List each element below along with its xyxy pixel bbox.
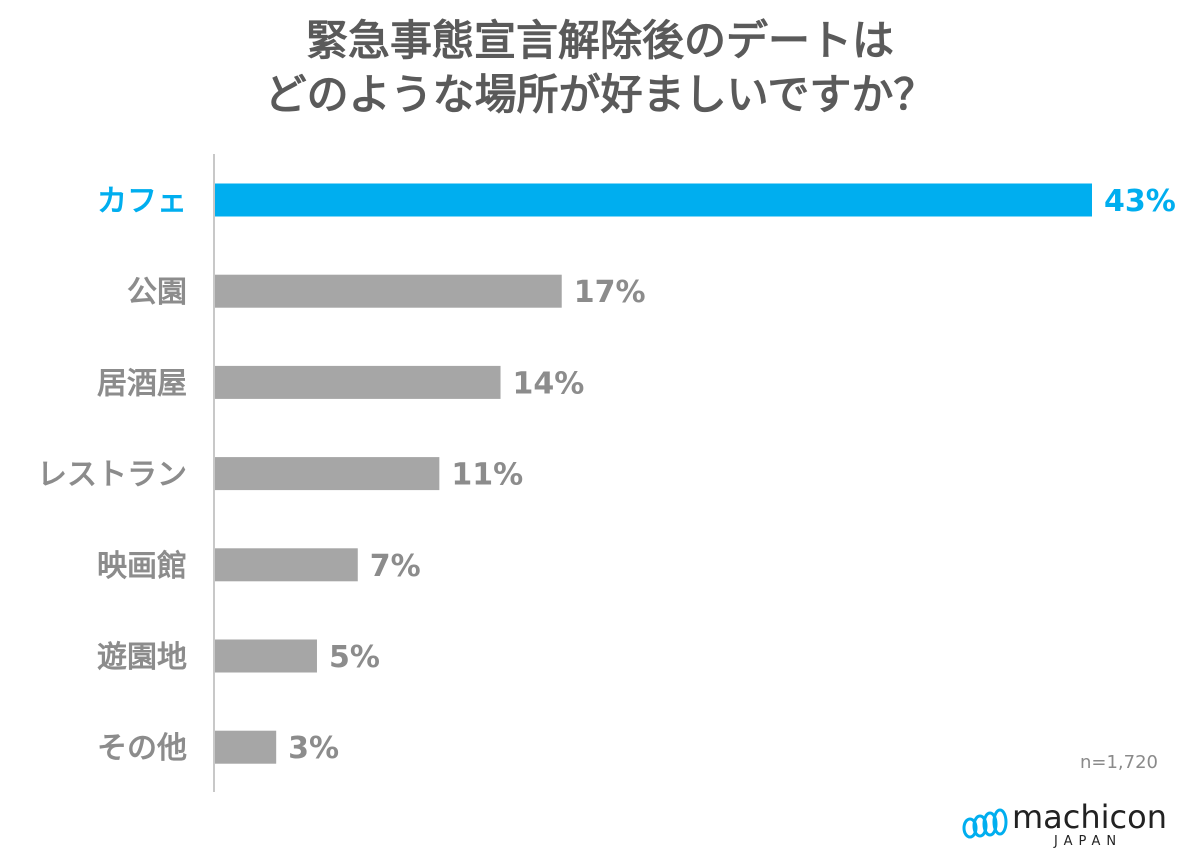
category-label-0: カフェ <box>97 184 187 219</box>
bar-4 <box>215 548 358 582</box>
value-label-1: 17% <box>574 275 646 310</box>
bar-6 <box>215 730 277 764</box>
category-label-6: その他 <box>97 731 187 766</box>
category-label-4: 映画館 <box>97 549 187 584</box>
value-label-6: 3% <box>288 731 339 766</box>
machicon-logo: machicon JAPAN <box>962 798 1172 849</box>
bar-2 <box>215 365 501 399</box>
value-label-5: 5% <box>329 640 380 675</box>
category-label-2: 居酒屋 <box>97 366 187 401</box>
chart-title-line-1: 緊急事態宣言解除後のデートは <box>305 16 894 65</box>
bar-3 <box>215 457 440 491</box>
chart-title-line-2: どのような場所が好ましいですか？ <box>264 70 936 119</box>
logo-subtitle: JAPAN <box>1054 834 1123 849</box>
bar-5 <box>215 639 317 673</box>
dna-spring-icon <box>962 808 1008 839</box>
value-label-2: 14% <box>513 366 585 401</box>
category-label-1: 公園 <box>127 275 187 310</box>
category-label-3: レストラン <box>37 458 187 493</box>
logo-wordmark: machicon <box>1012 798 1167 836</box>
bar-1 <box>215 274 562 308</box>
bar-0 <box>215 183 1092 217</box>
value-label-0: 43% <box>1104 184 1176 219</box>
chart-title: 緊急事態宣言解除後のデートは どのような場所が好ましいですか？ <box>0 14 1200 122</box>
category-label-5: 遊園地 <box>97 640 187 675</box>
sample-size-note: n=1,720 <box>1079 752 1158 773</box>
value-label-3: 11% <box>451 458 523 493</box>
value-label-4: 7% <box>370 549 421 584</box>
